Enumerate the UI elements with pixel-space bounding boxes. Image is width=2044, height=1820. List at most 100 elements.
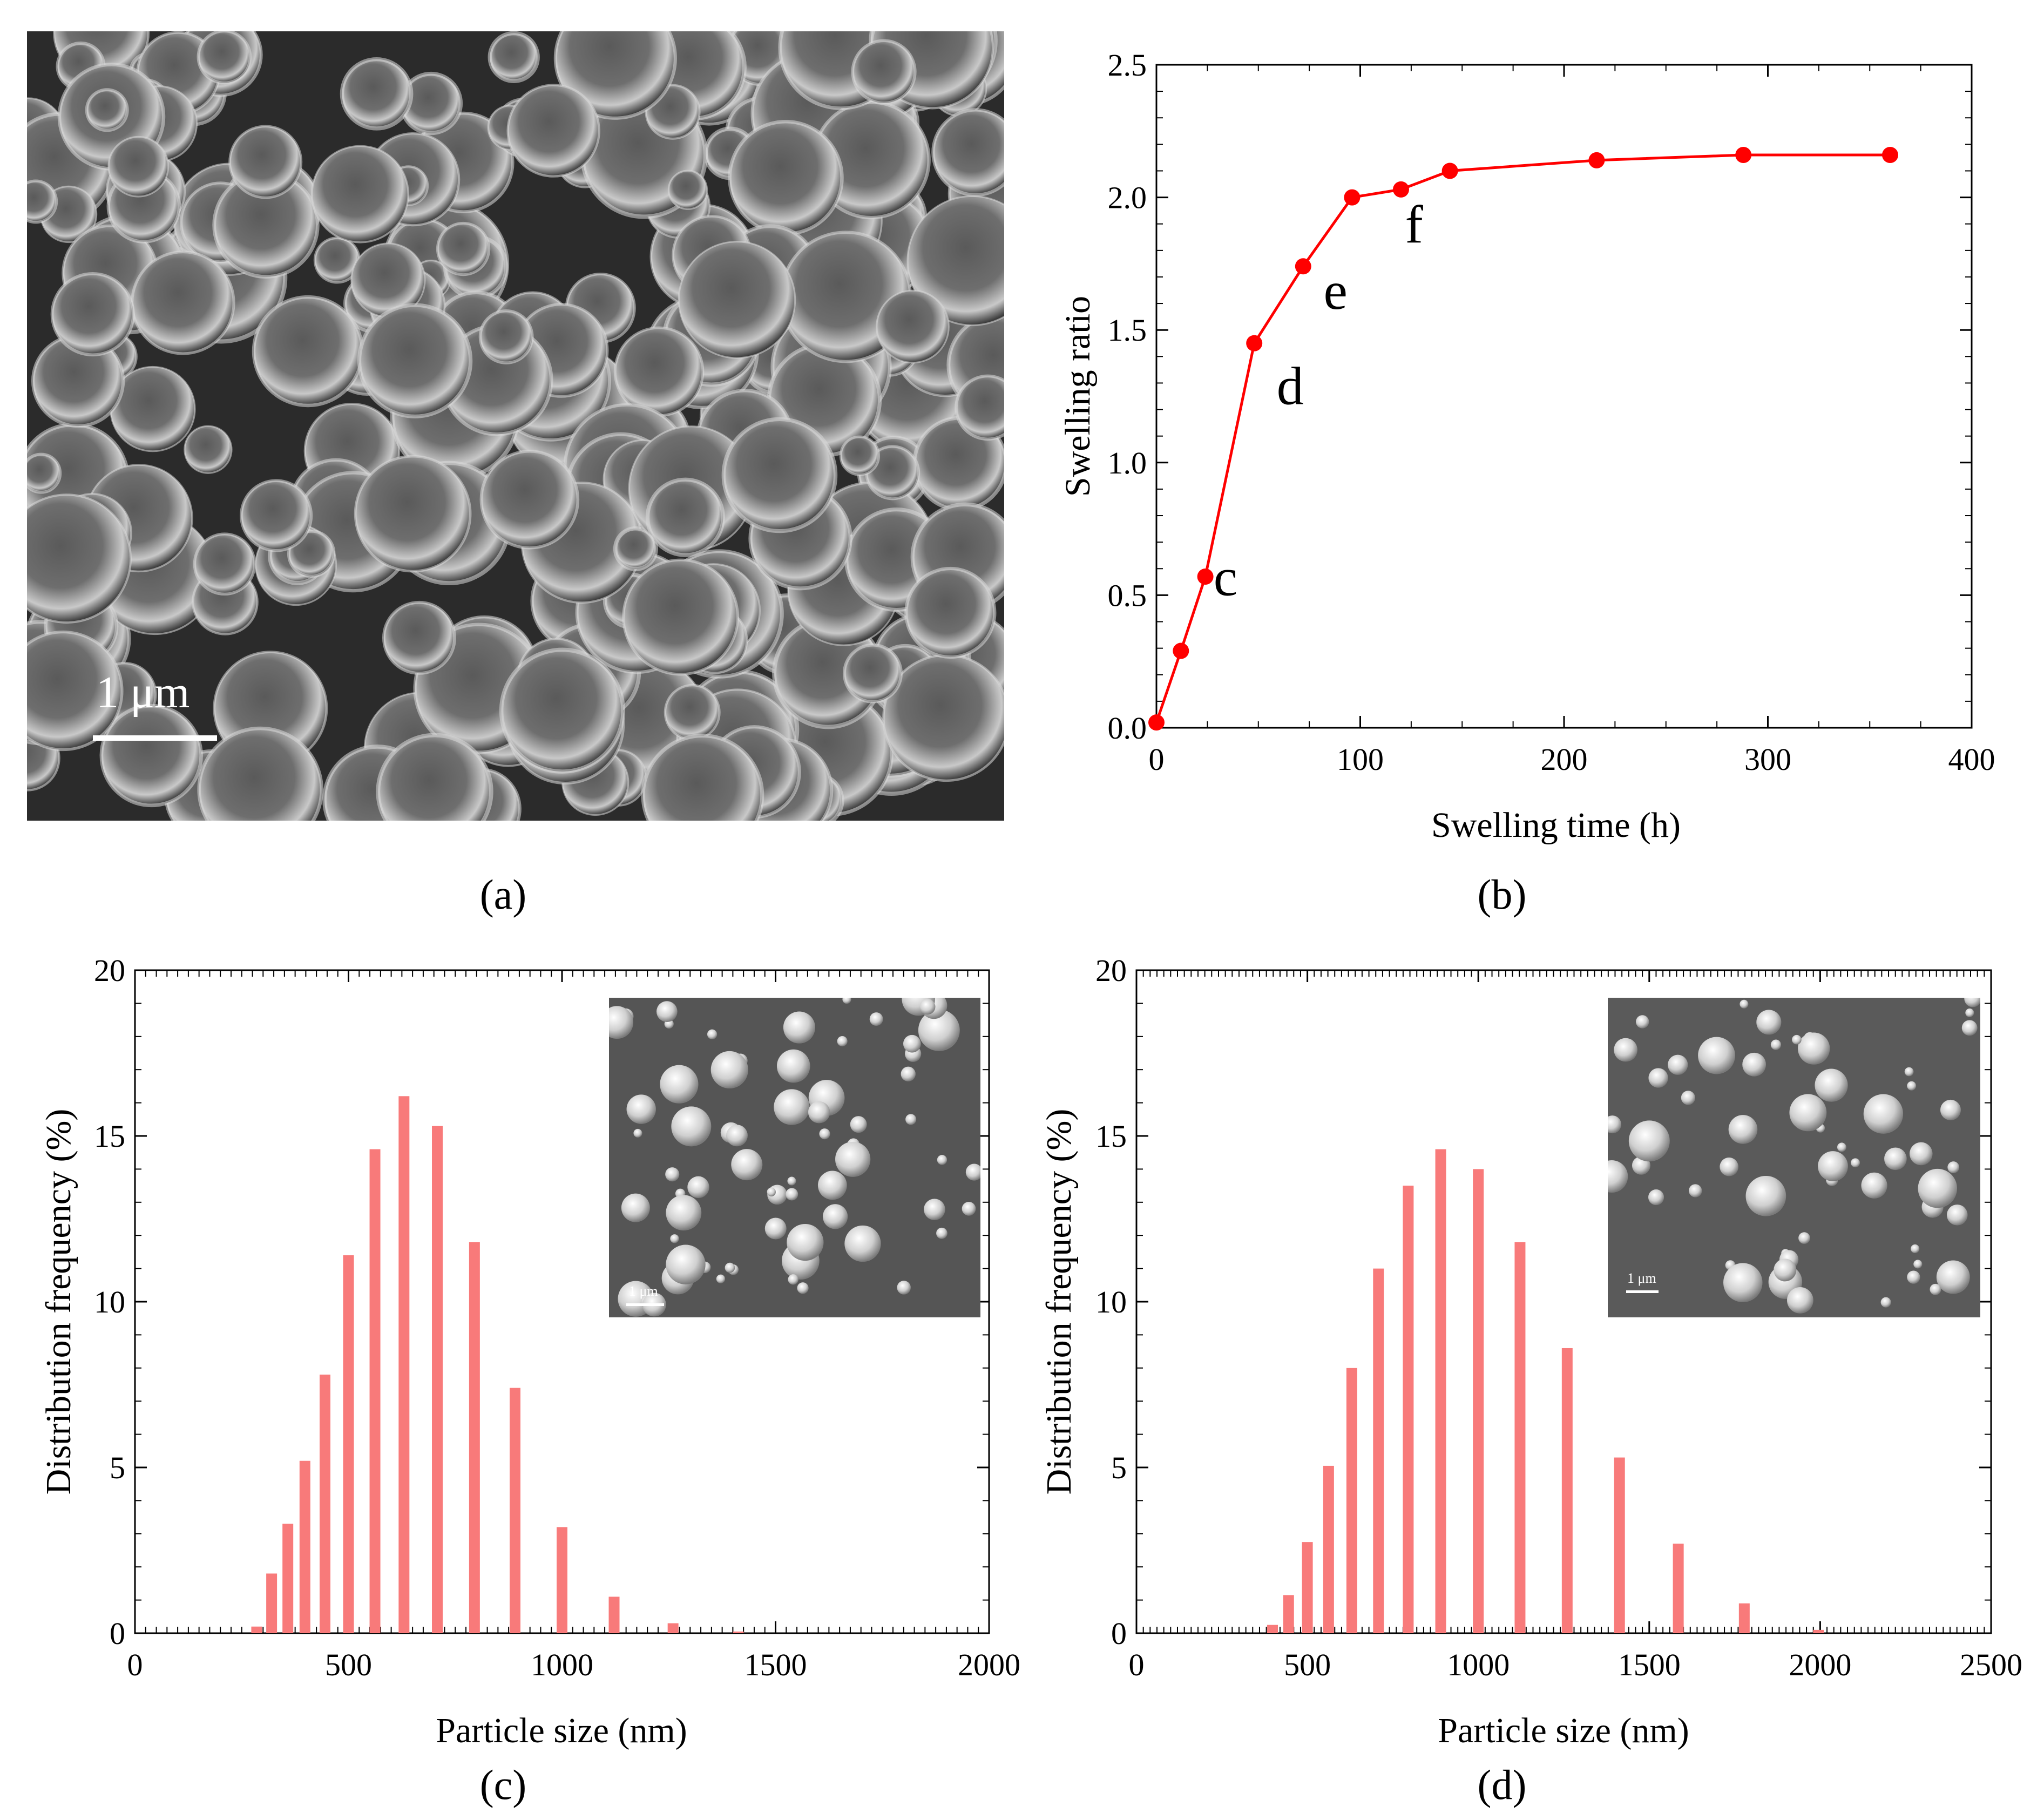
inset-particle (1668, 1054, 1688, 1075)
series-line (1155, 153, 1890, 723)
sem-particle (842, 643, 903, 703)
bar (509, 1388, 520, 1633)
data-point (1197, 569, 1214, 585)
sem-particle (85, 88, 129, 132)
sem-particle (613, 326, 705, 417)
inset-particle (962, 1201, 976, 1216)
x-tick-label: 0 (1129, 1647, 1145, 1682)
inset-particle (844, 1225, 881, 1262)
data-point (1148, 714, 1165, 731)
x-axis-label: Swelling time (h) (1431, 806, 1681, 845)
inset-particle (787, 1176, 796, 1186)
inset-particle (822, 1204, 848, 1229)
sem-particle (506, 84, 600, 178)
inset-particle (1930, 1283, 1941, 1295)
inset-particle (666, 1244, 706, 1284)
y-tick-label: 1.0 (1108, 445, 1147, 481)
sem-particle (664, 684, 721, 741)
sem-particle (50, 272, 135, 357)
inset-particle (666, 1195, 702, 1231)
sem-particle (613, 526, 658, 571)
inset-particle (1913, 1260, 1923, 1269)
y-tick-label: 0 (1111, 1616, 1127, 1651)
inset-particle (903, 1034, 921, 1053)
y-tick-label: 2.0 (1108, 180, 1147, 215)
inset-particle (1947, 1161, 1960, 1173)
inset-particle (1904, 1067, 1914, 1077)
inset-particle (1946, 1205, 1968, 1226)
inset-particle (1961, 1020, 1978, 1036)
x-tick-label: 0 (127, 1647, 143, 1682)
y-tick-label: 10 (94, 1284, 125, 1320)
inset-particle (1789, 1094, 1827, 1132)
bar (1673, 1544, 1684, 1633)
sem-particle (488, 31, 540, 84)
x-tick-label: 500 (1284, 1647, 1331, 1682)
sem-particle (645, 477, 725, 557)
sem-particle (252, 295, 364, 408)
sem-particle (955, 374, 1004, 441)
inset-scale-bar (1626, 1290, 1659, 1293)
sem-particle (931, 108, 1004, 197)
sem-particle (499, 647, 626, 774)
panel-d-caption: (d) (1478, 1761, 1527, 1808)
inset-particle (850, 1116, 867, 1133)
y-tick-label: 20 (1095, 953, 1127, 988)
inset-particle (1608, 1115, 1622, 1134)
inset-particle (621, 1193, 650, 1222)
y-tick-label: 20 (94, 953, 125, 988)
sem-image-texture (27, 31, 1004, 821)
y-tick-label: 0 (110, 1616, 125, 1651)
sem-particle (479, 450, 580, 550)
inset-particle (1818, 1151, 1848, 1181)
bar (1738, 1603, 1750, 1633)
data-point (1393, 181, 1409, 198)
data-point (1882, 147, 1898, 164)
inset-scale-label: 1 μm (629, 1283, 658, 1299)
x-tick-label: 300 (1744, 742, 1791, 777)
x-tick-label: 400 (1948, 742, 1995, 777)
inset-particle (1648, 1189, 1664, 1206)
inset-particle (1815, 1068, 1848, 1102)
sem-particle (27, 452, 62, 494)
sem-particle (839, 435, 881, 476)
sem-particle (228, 125, 303, 199)
point-annotation: d (1277, 356, 1304, 416)
inset-particle (897, 1281, 911, 1295)
inset-particle (918, 1009, 960, 1051)
y-axis-label: Distribution frequency (%) (1039, 1109, 1079, 1495)
inset-particle (671, 1106, 712, 1147)
sem-particle (904, 566, 997, 659)
inset-particle (1756, 1010, 1782, 1035)
panel-b-caption: (b) (1478, 871, 1527, 918)
inset-particle (1774, 1259, 1797, 1282)
sem-particle (197, 726, 323, 821)
y-tick-label: 1.5 (1108, 313, 1147, 348)
y-tick-label: 15 (1095, 1119, 1127, 1154)
sem-particle (667, 170, 708, 210)
x-tick-label: 0 (1149, 742, 1165, 777)
inset-particle (835, 1141, 871, 1177)
bar (557, 1527, 567, 1633)
inset-particle (1745, 1175, 1786, 1216)
sem-particle (622, 558, 740, 676)
data-point (1246, 335, 1263, 351)
sem-particle (131, 250, 235, 355)
inset-particle (936, 1227, 947, 1239)
inset-particle (819, 1128, 830, 1140)
inset-particle (788, 1274, 798, 1285)
bar (398, 1096, 410, 1633)
inset-scale-bar (626, 1303, 664, 1306)
inset-particle (1608, 1160, 1628, 1193)
inset-particle (1907, 1270, 1920, 1284)
bar (1614, 1457, 1625, 1633)
bar (1267, 1625, 1278, 1633)
y-tick-label: 5 (110, 1450, 125, 1485)
sem-particle (678, 241, 796, 359)
sem-particle (99, 703, 203, 808)
inset-particle (1628, 1120, 1670, 1162)
inset-particle (1884, 1147, 1907, 1171)
bar (1302, 1542, 1313, 1633)
sem-particle (311, 145, 409, 243)
sem-particle (27, 179, 58, 224)
